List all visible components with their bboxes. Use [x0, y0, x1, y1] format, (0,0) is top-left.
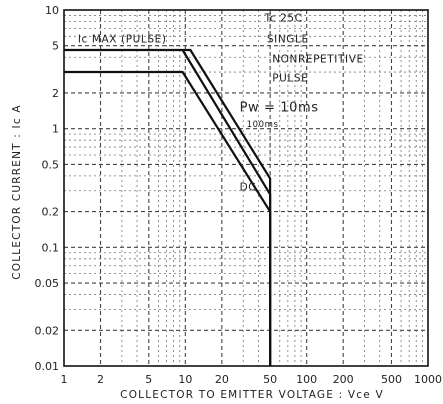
x-tick-label: 5	[145, 373, 152, 386]
x-tick-label: 10	[178, 373, 192, 386]
series-line-100ms	[181, 49, 272, 366]
y-tick-label: 1	[52, 123, 59, 136]
plot-frame	[63, 9, 429, 367]
y-tick-label: 2	[52, 87, 59, 100]
annotation-label: 100ms	[247, 120, 279, 130]
x-tick-label: 500	[381, 373, 402, 386]
y-tick-label: 0.5	[42, 158, 60, 171]
x-axis-title: COLLECTOR TO EMITTER VOLTAGE : Vce V	[120, 389, 384, 401]
y-tick-label: 0.01	[35, 360, 60, 373]
x-tick-label: 200	[333, 373, 354, 386]
x-tick-label: 1	[61, 373, 68, 386]
annotation-label: DC	[240, 182, 257, 194]
x-tick-label: 100	[296, 373, 317, 386]
tick-labels: 1 2 5 10 20 50 100 200 500 1000 10 5 2 1 0.5 0.2 0.1 0.05…	[35, 4, 443, 386]
annotation-label: NONREPETITIVE	[272, 54, 364, 66]
y-tick-label: 0.2	[42, 206, 60, 219]
annotation-label: Pw = 10ms	[240, 100, 319, 115]
annotation-label: Ic MAX (PULSE)	[78, 34, 167, 46]
annotation-label: Tc 25C	[264, 12, 303, 24]
annotations: Ic MAX (PULSE) Tc 25C SINGLE NONREPETITIVE P…	[78, 12, 364, 194]
series-lines	[64, 48, 272, 366]
annotation-label: PULSE	[272, 72, 308, 84]
y-tick-label: 5	[52, 40, 59, 53]
x-tick-label: 50	[263, 373, 277, 386]
x-tick-label: 1000	[414, 373, 442, 386]
series-line-dc	[64, 70, 272, 366]
y-axis-title: COLLECTOR CURRENT : Ic A	[11, 104, 23, 280]
y-tick-label: 0.05	[35, 277, 60, 290]
y-tick-label: 10	[45, 4, 59, 17]
y-tick-label: 0.1	[42, 241, 60, 254]
x-tick-label: 20	[215, 373, 229, 386]
y-tick-label: 0.02	[35, 324, 60, 337]
annotation-label: SINGLE	[267, 34, 309, 46]
series-line-pw-10ms	[64, 48, 272, 366]
x-tick-label: 2	[97, 373, 104, 386]
